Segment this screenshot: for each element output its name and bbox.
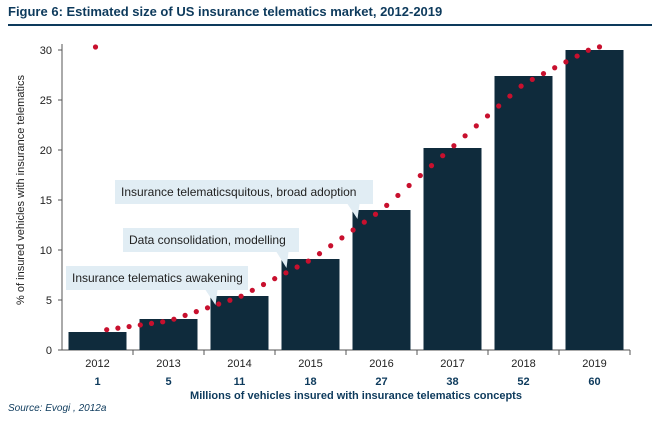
- trend-dot: [417, 172, 423, 179]
- trend-dot: [204, 305, 211, 311]
- bar: [565, 50, 624, 350]
- annotation-label: Data consolidation, modelling: [129, 233, 286, 247]
- trend-dot: [126, 323, 132, 330]
- bar: [281, 259, 340, 350]
- trend-dot: [384, 202, 390, 208]
- y-tick-label: 25: [40, 95, 52, 107]
- trend-dot: [518, 83, 524, 89]
- x-axis-label: Millions of vehicles insured with insura…: [190, 390, 522, 402]
- x-tick-label: 2015: [298, 358, 322, 370]
- trend-dot: [361, 219, 367, 225]
- trend-dot: [540, 70, 547, 77]
- figure-title: Figure 6: Estimated size of US insurance…: [8, 4, 443, 19]
- bar: [139, 319, 198, 350]
- bar: [68, 332, 127, 350]
- trend-dot: [272, 276, 278, 282]
- trend-dot: [339, 235, 345, 241]
- trend-dot: [92, 44, 99, 50]
- trend-dot: [227, 297, 233, 303]
- trend-dot: [563, 59, 569, 65]
- trend-dot: [193, 309, 199, 315]
- trend-dot: [249, 287, 255, 293]
- annotation-box: [66, 266, 248, 290]
- vehicle-count-label: 27: [375, 376, 387, 388]
- y-tick-label: 20: [40, 145, 52, 157]
- y-tick-label: 5: [46, 295, 52, 307]
- annotation-pointer: [347, 204, 360, 219]
- trend-dot: [440, 153, 446, 159]
- trend-dot: [473, 123, 479, 129]
- x-tick-label: 2017: [440, 358, 464, 370]
- trend-dot: [484, 113, 491, 119]
- y-tick-label: 10: [40, 245, 52, 257]
- trend-dot: [574, 53, 580, 59]
- trend-dot: [316, 251, 323, 257]
- vehicle-count-label: 11: [234, 376, 246, 388]
- trend-dot: [372, 211, 379, 217]
- x-tick-label: 2016: [369, 358, 393, 370]
- trend-dot: [115, 325, 121, 331]
- vehicle-count-label: 38: [446, 376, 458, 388]
- trend-dot: [496, 103, 502, 109]
- bar: [423, 148, 482, 350]
- annotation-label: Insurance telematicsquitous, broad adopt…: [121, 185, 356, 199]
- vehicle-count-label: 1: [94, 376, 100, 388]
- trend-dot: [529, 76, 535, 83]
- trend-dot: [596, 44, 603, 50]
- source-note: Source: Evogi , 2012a: [8, 403, 107, 414]
- annotation-pointer: [205, 290, 218, 305]
- trend-dot: [182, 312, 188, 318]
- trend-dot: [552, 65, 558, 71]
- vehicle-count-label: 5: [165, 376, 171, 388]
- trend-dot: [283, 270, 289, 276]
- trend-dot: [294, 264, 300, 270]
- trend-dot: [160, 319, 166, 325]
- trend-dot: [507, 93, 513, 99]
- y-axis-label: % of insured vehicles with insurance tel…: [15, 75, 27, 305]
- trend-dot: [328, 243, 334, 249]
- annotation-label: Insurance telematics awakening: [72, 271, 243, 285]
- trend-dot: [260, 281, 267, 288]
- trend-dot: [395, 192, 401, 199]
- trend-dot: [585, 47, 591, 53]
- trend-dot: [238, 293, 244, 299]
- trend-dot: [350, 227, 356, 233]
- x-tick-label: 2018: [511, 358, 535, 370]
- vehicle-count-label: 52: [517, 376, 529, 388]
- x-tick-label: 2019: [582, 358, 606, 370]
- y-tick-label: 0: [46, 345, 52, 357]
- bar: [494, 76, 553, 350]
- trend-dot: [462, 133, 468, 139]
- x-tick-label: 2013: [156, 358, 180, 370]
- trend-dot: [148, 320, 155, 326]
- title-rule: [8, 24, 652, 26]
- y-tick-label: 15: [40, 195, 52, 207]
- bar: [352, 210, 411, 350]
- trend-dot: [216, 301, 222, 307]
- x-tick-label: 2012: [85, 358, 109, 370]
- trend-dot: [305, 258, 311, 264]
- y-tick-label: 30: [40, 45, 52, 57]
- annotation-box: [115, 180, 373, 204]
- trend-dot: [451, 143, 457, 149]
- x-tick-label: 2014: [227, 358, 251, 370]
- trend-dot: [171, 316, 177, 322]
- vehicle-count-label: 18: [304, 376, 316, 388]
- trend-dot: [406, 182, 412, 189]
- trend-dot: [428, 163, 435, 169]
- vehicle-count-label: 60: [588, 376, 600, 388]
- annotation-box: [123, 228, 299, 252]
- trend-dot: [104, 327, 110, 333]
- trend-dot: [137, 322, 143, 328]
- annotation-pointer: [276, 252, 289, 268]
